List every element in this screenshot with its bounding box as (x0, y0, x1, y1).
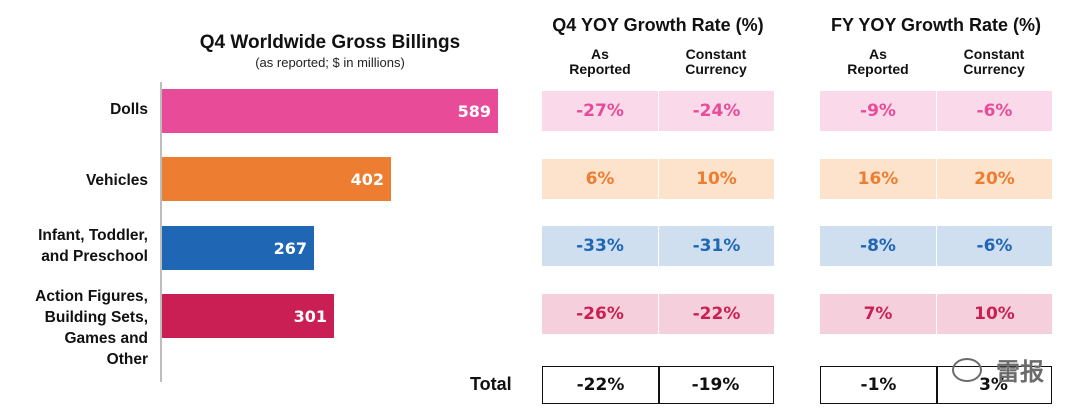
chart-title: Q4 Worldwide Gross Billings (199, 32, 461, 53)
fy-col-as-reported: As Reported (820, 47, 936, 77)
chart-subtitle: (as reported; $ in millions) (255, 55, 405, 70)
col-as-reported-label: As Reported (847, 46, 909, 77)
watermark: 雷报 (996, 358, 1044, 386)
total-label: Total (470, 374, 512, 394)
q4-as-reported-infant: -33% (542, 226, 658, 266)
fy-as-reported-action-figures: 7% (820, 294, 936, 334)
category-label-line: and Preschool (41, 248, 148, 265)
col-constant-currency-label: Constant Currency (685, 46, 747, 77)
category-label-action-figures: Action Figures, Building Sets, Games and Ot… (35, 286, 148, 370)
fy-as-reported-dolls: -9% (820, 91, 936, 131)
bar-value-label: 301 (293, 307, 327, 326)
total-divider (936, 367, 938, 403)
q4-col-as-reported: As Reported (542, 47, 658, 77)
q4-growth-title: Q4 YOY Growth Rate (%) (552, 15, 764, 35)
bar-vehicles (162, 157, 391, 201)
fy-col-constant-currency: Constant Currency (936, 47, 1052, 77)
bar-infant-toddler-preschool (162, 226, 314, 270)
q4-constant-currency-dolls: -24% (658, 91, 774, 131)
q4-as-reported-action-figures: -26% (542, 294, 658, 334)
bar-dolls (162, 89, 498, 133)
category-label-line: Building Sets, (44, 309, 148, 326)
chart-axis-line (160, 82, 162, 382)
q4-total-box: -22% -19% (542, 366, 774, 404)
category-label-line: Infant, Toddler, (38, 227, 148, 244)
category-label-infant-toddler-preschool: Infant, Toddler, and Preschool (38, 225, 148, 267)
category-label-dolls: Dolls (110, 99, 148, 120)
col-as-reported-label: As Reported (569, 46, 631, 77)
q4-as-reported-vehicles: 6% (542, 159, 658, 199)
total-divider (658, 367, 660, 403)
bar-action-figures (162, 294, 334, 338)
col-constant-currency-label: Constant Currency (963, 46, 1025, 77)
category-label-line: Dolls (110, 101, 148, 118)
bar-value-label: 589 (457, 102, 491, 121)
q4-constant-currency-action-figures: -22% (658, 294, 774, 334)
fy-as-reported-vehicles: 16% (820, 159, 936, 199)
bar-value-label: 402 (350, 170, 384, 189)
fy-total-box: -1% 3% (820, 366, 1052, 404)
q4-constant-currency-infant: -31% (658, 226, 774, 266)
q4-constant-currency-vehicles: 10% (658, 159, 774, 199)
q4-col-constant-currency: Constant Currency (658, 47, 774, 77)
q4-total-as-reported: -22% (576, 375, 625, 395)
wechat-icon (952, 358, 982, 382)
bar-value-label: 267 (273, 239, 307, 258)
fy-total-as-reported: -1% (860, 375, 897, 395)
fy-constant-currency-vehicles: 20% (936, 159, 1052, 199)
q4-total-constant-currency: -19% (691, 375, 740, 395)
category-label-line: Games and (64, 330, 148, 347)
q4-as-reported-dolls: -27% (542, 91, 658, 131)
fy-growth-title: FY YOY Growth Rate (%) (830, 15, 1042, 35)
category-label-line: Action Figures, (35, 288, 148, 305)
fy-constant-currency-infant: -6% (936, 226, 1052, 266)
category-label-vehicles: Vehicles (86, 170, 148, 191)
fy-constant-currency-dolls: -6% (936, 91, 1052, 131)
category-label-line: Vehicles (85, 172, 148, 189)
category-label-line: Other (106, 351, 148, 368)
fy-total-constant-currency: 3% (979, 375, 1008, 395)
fy-constant-currency-action-figures: 10% (936, 294, 1052, 334)
fy-as-reported-infant: -8% (820, 226, 936, 266)
